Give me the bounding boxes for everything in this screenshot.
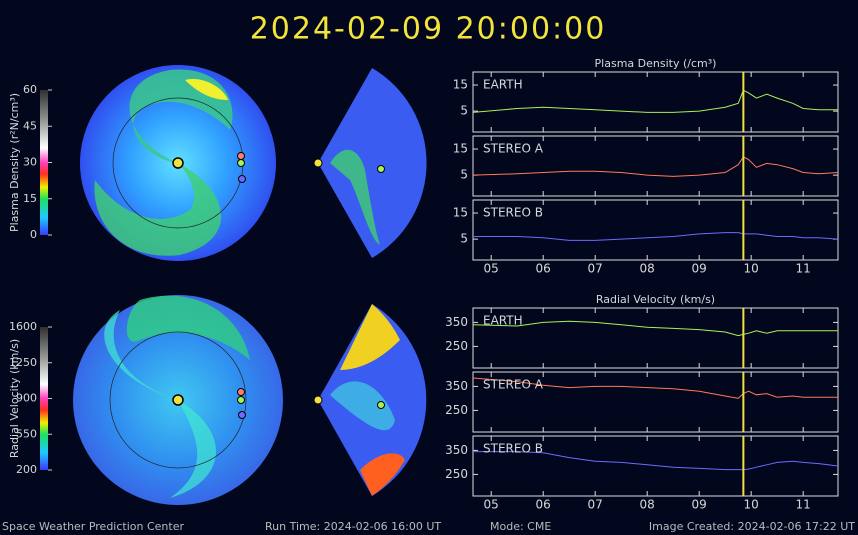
y-tick-label: 15 — [453, 142, 468, 156]
series-line — [473, 451, 839, 471]
timestamp: 2024-02-09 20:00:00 — [250, 12, 607, 47]
y-tick-label: 350 — [445, 315, 468, 329]
colorbar-tick-label: 1250 — [9, 356, 37, 369]
x-tick-label: 11 — [796, 262, 811, 276]
panel-frame — [472, 71, 839, 133]
series-line — [472, 156, 839, 177]
panel-frame — [472, 135, 839, 197]
series-label: STEREO B — [483, 442, 543, 456]
y-tick-label: 15 — [453, 206, 468, 220]
y-tick-label: 250 — [445, 467, 468, 481]
series-label: EARTH — [483, 314, 523, 328]
colorbar-tick-label: 1600 — [9, 320, 37, 333]
colorbar-tick-label: 45 — [23, 119, 37, 132]
colorbar-tick-label: 15 — [23, 192, 37, 205]
x-tick-label: 08 — [640, 262, 655, 276]
y-tick-label: 15 — [453, 78, 468, 92]
y-tick-label: 5 — [460, 232, 468, 246]
x-tick-label: 07 — [588, 498, 603, 512]
x-tick-label: 10 — [744, 262, 759, 276]
colorbar-tick-label: 30 — [23, 156, 37, 169]
colorbar-label: Plasma Density (r²N/cm³) — [8, 93, 21, 232]
colorbar-label: Radial Velocity (km/s) — [8, 339, 21, 458]
series-line — [473, 232, 839, 241]
x-tick-label: 11 — [796, 498, 811, 512]
colorbar-tick-label: 900 — [16, 392, 37, 405]
panel-frame — [472, 307, 839, 369]
x-tick-label: 08 — [640, 498, 655, 512]
y-tick-label: 250 — [445, 403, 468, 417]
x-tick-label: 09 — [692, 498, 707, 512]
colorbar-tick-label: 550 — [16, 427, 37, 440]
colorbar — [40, 327, 48, 470]
footer-mode: Mode: CME — [490, 520, 551, 533]
colorbar — [40, 90, 48, 235]
x-tick-label: 10 — [744, 498, 759, 512]
colorbar-tick-label: 200 — [16, 463, 37, 476]
series-label: STEREO A — [483, 142, 544, 156]
footer-run-time: Run Time: 2024-02-06 16:00 UT — [265, 520, 441, 533]
footer-org: Space Weather Prediction Center — [2, 520, 184, 533]
panel-title: Plasma Density (/cm³) — [595, 57, 717, 70]
x-tick-label: 06 — [536, 262, 551, 276]
series-label: STEREO B — [483, 206, 543, 220]
colorbar-tick-label: 60 — [23, 83, 37, 96]
series-line — [472, 320, 838, 337]
series-label: EARTH — [483, 78, 523, 92]
y-tick-label: 350 — [445, 379, 468, 393]
y-tick-label: 350 — [445, 443, 468, 457]
panel-title: Radial Velocity (km/s) — [596, 293, 715, 306]
density-disk — [80, 65, 276, 261]
series-label: STEREO A — [483, 378, 544, 392]
series-line — [472, 377, 838, 399]
y-tick-label: 250 — [445, 339, 468, 353]
y-tick-label: 5 — [460, 104, 468, 118]
footer-created: Image Created: 2024-02-06 17:22 UT — [649, 520, 855, 533]
x-tick-label: 05 — [484, 262, 499, 276]
x-tick-label: 06 — [536, 498, 551, 512]
x-tick-label: 05 — [484, 498, 499, 512]
density-wedge — [313, 68, 427, 258]
y-tick-label: 5 — [460, 168, 468, 182]
colorbar-tick-label: 0 — [30, 228, 37, 241]
series-line — [472, 89, 838, 113]
panel-frame — [472, 371, 839, 433]
velocity-disk — [73, 295, 283, 505]
x-tick-label: 09 — [692, 262, 707, 276]
velocity-wedge — [313, 304, 427, 496]
x-tick-label: 07 — [588, 262, 603, 276]
panel-frame — [472, 199, 839, 261]
